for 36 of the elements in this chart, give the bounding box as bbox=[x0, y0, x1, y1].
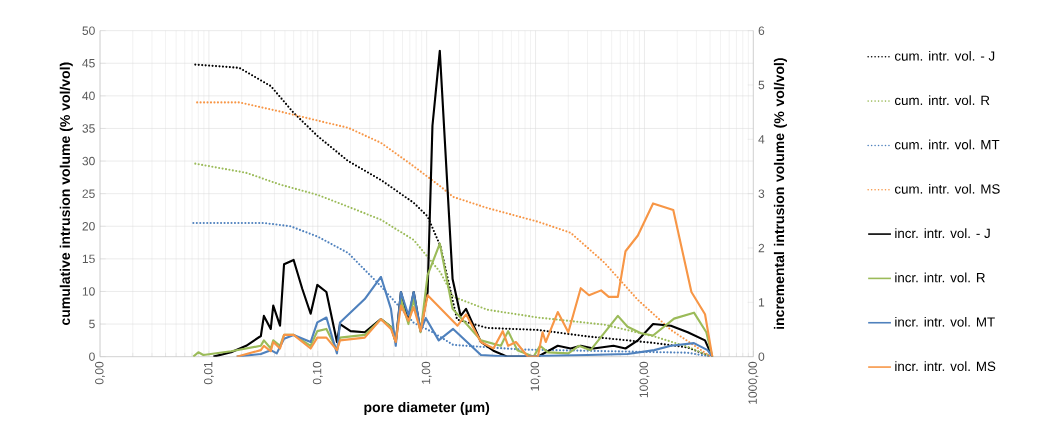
y2-tick-label: 3 bbox=[758, 189, 765, 199]
legend-label: incr. intr. vol. - J bbox=[895, 228, 990, 239]
legend-label: cum. intr. vol. MT bbox=[894, 139, 1000, 150]
y-tick-label: 45 bbox=[82, 59, 95, 68]
y-tick-label: 25 bbox=[82, 189, 95, 199]
y2-tick-label: 5 bbox=[758, 80, 765, 90]
x-axis-title: pore diameter (µm) bbox=[364, 402, 490, 416]
legend-label: incr. intr. vol. MT bbox=[895, 317, 995, 327]
y-tick-label: 5 bbox=[89, 320, 95, 329]
x-tick-label: 0,01 bbox=[203, 362, 214, 385]
y-tick-label: 0 bbox=[89, 352, 95, 362]
legend-label: cum. intr. vol. - J bbox=[894, 51, 995, 61]
y2-tick-label: 6 bbox=[758, 26, 765, 36]
legend-label: incr. intr. vol. R bbox=[895, 272, 985, 283]
legend-label: cum. intr. vol. MS bbox=[894, 184, 1000, 194]
y2-tick-label: 0 bbox=[758, 352, 765, 362]
x-tick-label: 0,10 bbox=[312, 362, 323, 385]
y2-tick-label: 4 bbox=[758, 135, 765, 144]
y-tick-label: 30 bbox=[82, 156, 95, 166]
y2-axis-title: incremental intrusion volume (% vol/vol) bbox=[773, 58, 787, 329]
y-tick-label: 35 bbox=[82, 124, 95, 133]
x-tick-label: 1000,00 bbox=[748, 362, 759, 404]
x-tick-label: 0,00 bbox=[95, 362, 105, 385]
y2-tick-label: 2 bbox=[758, 243, 765, 253]
y-tick-label: 40 bbox=[82, 91, 95, 101]
y-axis-title: cumulative intrusion volume (% vol/vol) bbox=[59, 62, 73, 326]
y-tick-label: 50 bbox=[82, 26, 95, 36]
y2-tick-label: 1 bbox=[758, 298, 765, 307]
x-tick-label: 10,00 bbox=[530, 362, 541, 391]
y-tick-label: 10 bbox=[82, 287, 95, 296]
x-tick-label: 1,00 bbox=[421, 362, 432, 384]
y-tick-label: 15 bbox=[82, 254, 95, 264]
legend-label: cum. intr. vol. R bbox=[894, 95, 990, 106]
legend-label: incr. intr. vol. MS bbox=[895, 361, 996, 372]
x-tick-label: 100,00 bbox=[639, 362, 650, 398]
y-tick-label: 20 bbox=[82, 222, 95, 231]
